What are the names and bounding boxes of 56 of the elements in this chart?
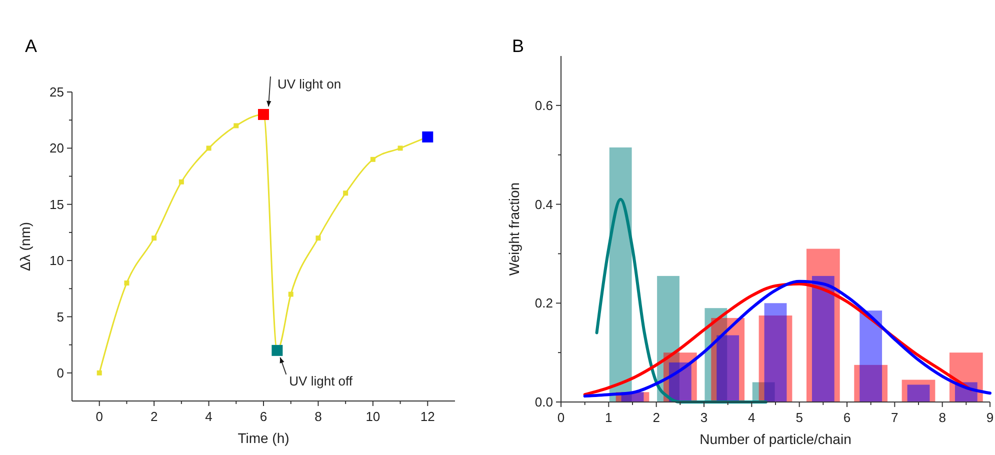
point [258,108,269,120]
point [316,236,321,241]
bar [609,147,632,402]
y-axis-title: Δλ (nm) [17,222,33,272]
y-tick-label: 0.4 [534,196,553,212]
x-tick-label: 5 [796,410,803,425]
chart-title: A [25,36,38,56]
y-tick-label: 20 [50,140,64,156]
point [370,156,376,162]
bar [812,276,834,402]
x-tick-label: 0 [557,410,565,425]
x-tick-label: 10 [366,409,380,424]
point [206,146,212,151]
point [343,190,348,196]
x-tick-label: 8 [938,410,946,425]
x-tick-label: 9 [986,410,994,425]
point [96,370,102,376]
y-tick-label: 10 [50,253,64,268]
point [234,123,239,128]
point [124,280,130,286]
y-tick-label: 25 [50,84,64,100]
bar [764,303,787,402]
y-tick-label: 0.2 [534,296,553,311]
x-tick-label: 3 [700,410,708,425]
bar [716,335,740,402]
x-tick-label: 6 [260,409,268,424]
bar [907,384,930,402]
x-axis-title: Time (h) [238,430,290,446]
point [272,344,283,356]
annotation: UV light off [289,373,353,388]
annotation: UV light on [278,76,342,92]
x-tick-label: 1 [605,410,612,425]
y-tick-label: 0.6 [534,98,553,113]
chart-title: B [512,36,524,56]
point [152,236,157,241]
point [288,292,294,297]
x-tick-label: 7 [891,410,898,425]
x-tick-label: 8 [314,409,322,424]
x-tick-label: 2 [652,410,660,425]
x-tick-label: 6 [843,410,851,425]
x-tick-label: 12 [420,409,435,424]
y-tick-label: 5 [56,309,64,324]
y-tick-label: 15 [50,196,64,212]
line-series [595,198,768,404]
x-tick-label: 0 [96,409,103,424]
bar [860,310,882,402]
y-axis-title: Weight fraction [506,182,522,276]
point [178,179,184,184]
point [422,131,434,142]
x-tick-label: 2 [150,409,158,424]
y-tick-label: 0.0 [534,394,553,410]
y-tick-label: 0 [56,365,64,380]
x-axis-title: Number of particle/chain [700,431,852,447]
x-tick-label: 4 [748,410,756,425]
x-tick-label: 4 [205,409,212,424]
point [398,146,403,151]
